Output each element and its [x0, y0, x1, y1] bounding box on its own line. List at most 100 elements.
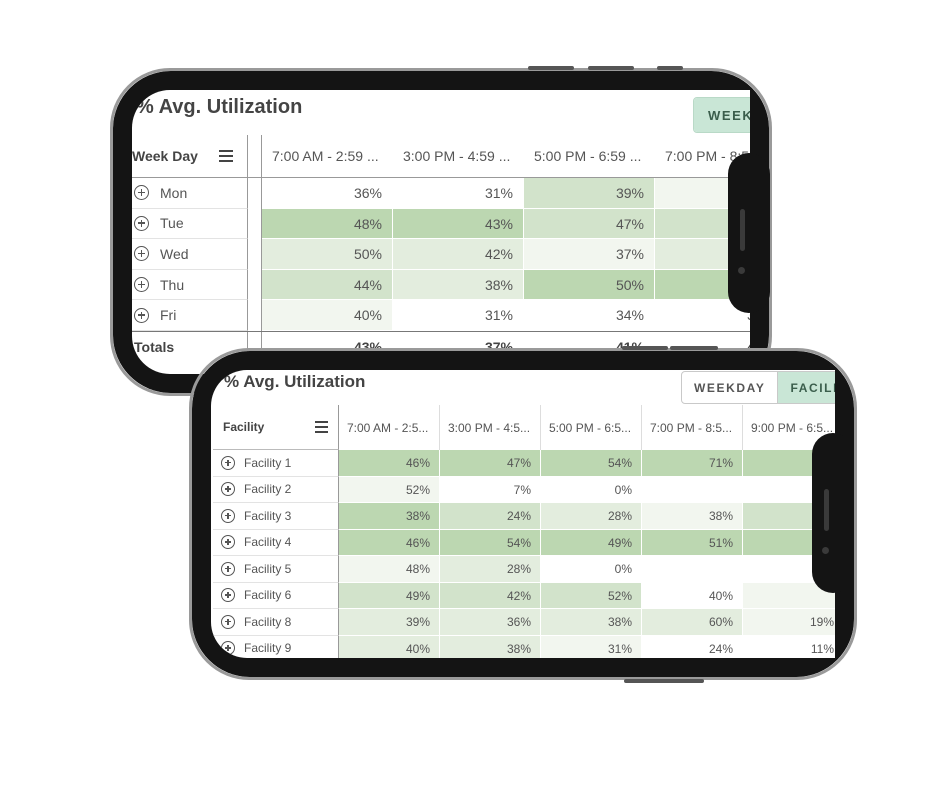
view-toggle: WEEKDAY FACILITY [681, 371, 835, 404]
facility-toggle-button[interactable]: FACILITY [778, 372, 835, 403]
expand-plus-icon[interactable] [134, 185, 149, 201]
row-header[interactable]: Mon [132, 178, 248, 209]
row-header[interactable]: Facility 5 [213, 556, 339, 583]
utilization-cell: 38% [393, 269, 524, 301]
expand-plus-icon[interactable] [221, 535, 235, 550]
phone-notch [812, 433, 854, 593]
utilization-cell: 48% [262, 208, 393, 240]
time-column-header[interactable]: 5:00 PM - 6:59 ... [534, 148, 642, 164]
row-label: Facility 2 [244, 482, 292, 497]
column-menu-icon[interactable] [219, 149, 233, 163]
row-label: Wed [160, 245, 189, 262]
time-column-header[interactable]: 9:00 PM - 6:5... [743, 405, 835, 450]
row-label: Facility 9 [244, 641, 292, 656]
weekday-toggle-button[interactable]: WEEKDAY [694, 98, 750, 132]
expand-plus-icon[interactable] [134, 307, 149, 323]
row-header[interactable]: Thu [132, 269, 248, 301]
utilization-cell: 46% [339, 450, 440, 477]
expand-plus-icon[interactable] [134, 277, 149, 293]
table-row: Fri 40%31%34%36% [132, 300, 750, 331]
utilization-cell: 52% [339, 476, 440, 503]
time-column-header[interactable]: 7:00 AM - 2:5... [339, 405, 440, 450]
totals-label: Totals [132, 331, 248, 363]
row-header[interactable]: Facility 9 [213, 635, 339, 658]
table-row: Facility 2 52% 7% 0% [213, 476, 835, 503]
utilization-cell: 52% [541, 582, 642, 609]
expand-plus-icon[interactable] [221, 482, 235, 497]
utilization-cell: 54% [541, 450, 642, 477]
table-row: Facility 3 38% 24% 28% 38% [213, 503, 835, 530]
utilization-cell: 31% [393, 178, 524, 209]
table-row: Facility 9 40% 38% 31% 24% 11% [213, 635, 835, 658]
utilization-cell: 46% [339, 529, 440, 556]
row-header[interactable]: Facility 4 [213, 529, 339, 556]
row-header[interactable]: Wed [132, 239, 248, 270]
time-column-header[interactable]: 3:00 PM - 4:59 ... [403, 148, 511, 164]
utilization-cell: 71% [642, 450, 743, 477]
weekday-toggle-button[interactable]: WEEKDAY [682, 372, 779, 403]
row-label: Facility 3 [244, 508, 292, 523]
table-row: Facility 6 49% 42% 52% 40% [213, 582, 835, 609]
phone-notch [728, 153, 770, 313]
utilization-cell: 54% [440, 529, 541, 556]
row-header[interactable]: Tue [132, 208, 248, 240]
utilization-cell: 24% [440, 503, 541, 530]
utilization-cell: 43% [393, 208, 524, 240]
table-row: Facility 1 46% 47% 54% 71% [213, 450, 835, 477]
time-column-header[interactable]: 7:00 PM - 8:59 ... [665, 148, 750, 164]
expand-plus-icon[interactable] [221, 641, 235, 656]
row-label: Facility 6 [244, 588, 292, 603]
row-header[interactable]: Facility 8 [213, 609, 339, 636]
time-column-header[interactable]: 7:00 PM - 8:5... [642, 405, 743, 450]
utilization-cell: 36% [440, 609, 541, 636]
time-column-header[interactable]: 5:00 PM - 6:5... [541, 405, 642, 450]
utilization-cell: 49% [541, 529, 642, 556]
row-label: Facility 8 [244, 614, 292, 629]
table-row: Facility 8 39% 36% 38% 60% 19% [213, 609, 835, 636]
utilization-cell: 0% [541, 556, 642, 583]
row-header[interactable]: Facility 1 [213, 450, 339, 477]
utilization-cell: 60% [642, 609, 743, 636]
row-label: Mon [160, 184, 188, 201]
row-label: Facility 5 [244, 561, 292, 576]
expand-plus-icon[interactable] [134, 215, 149, 231]
facility-utilization-table: Facility 7:00 AM - 2:5... 3:00 PM - 4:5..… [213, 405, 835, 658]
utilization-cell: 42% [440, 582, 541, 609]
utilization-cell: 31% [393, 300, 524, 331]
expand-plus-icon[interactable] [221, 561, 235, 576]
table-row: Thu 44% 38% 50% [132, 269, 750, 301]
utilization-cell: 50% [262, 239, 393, 270]
row-header[interactable]: Facility 2 [213, 476, 339, 503]
row-label: Thu [160, 276, 185, 293]
expand-plus-icon[interactable] [221, 588, 235, 603]
facility-header-label: Facility [223, 420, 265, 434]
utilization-cell: 7% [440, 476, 541, 503]
table-header-row: Facility 7:00 AM - 2:5... 3:00 PM - 4:5..… [213, 405, 835, 450]
row-header[interactable]: Fri [132, 300, 248, 331]
time-column-header[interactable]: 3:00 PM - 4:5... [440, 405, 541, 450]
utilization-cell: 36% [655, 300, 750, 331]
facility-column-header[interactable]: Facility [213, 405, 339, 450]
total-cell: 44% [655, 332, 750, 363]
table-header-row: Week Day 7:00 AM - 2:59 ... 3:00 PM - 4:5… [132, 135, 750, 178]
utilization-cell: 19% [743, 609, 835, 636]
table-row: Facility 446%54%49%51%1 [213, 529, 835, 556]
week-day-column-header[interactable]: Week Day [132, 135, 248, 177]
weekday-phone-frame: % Avg. Utilization WEEKDAY Week Day 7:00… [110, 66, 772, 396]
utilization-cell: 49% [339, 582, 440, 609]
expand-plus-icon[interactable] [221, 455, 235, 470]
expand-plus-icon[interactable] [221, 614, 235, 629]
expand-plus-icon[interactable] [134, 246, 149, 262]
utilization-cell: 39% [339, 609, 440, 636]
table-row: Mon 36% 31% 39% [132, 178, 750, 209]
view-toggle: WEEKDAY [693, 97, 750, 133]
utilization-cell: 42% [393, 239, 524, 270]
utilization-cell: 28% [440, 556, 541, 583]
utilization-cell: 38% [339, 503, 440, 530]
time-column-header[interactable]: 7:00 AM - 2:59 ... [272, 148, 379, 164]
row-header[interactable]: Facility 3 [213, 503, 339, 530]
page-title: % Avg. Utilization [224, 372, 366, 391]
row-header[interactable]: Facility 6 [213, 582, 339, 609]
expand-plus-icon[interactable] [221, 508, 235, 523]
column-menu-icon[interactable] [315, 421, 328, 433]
